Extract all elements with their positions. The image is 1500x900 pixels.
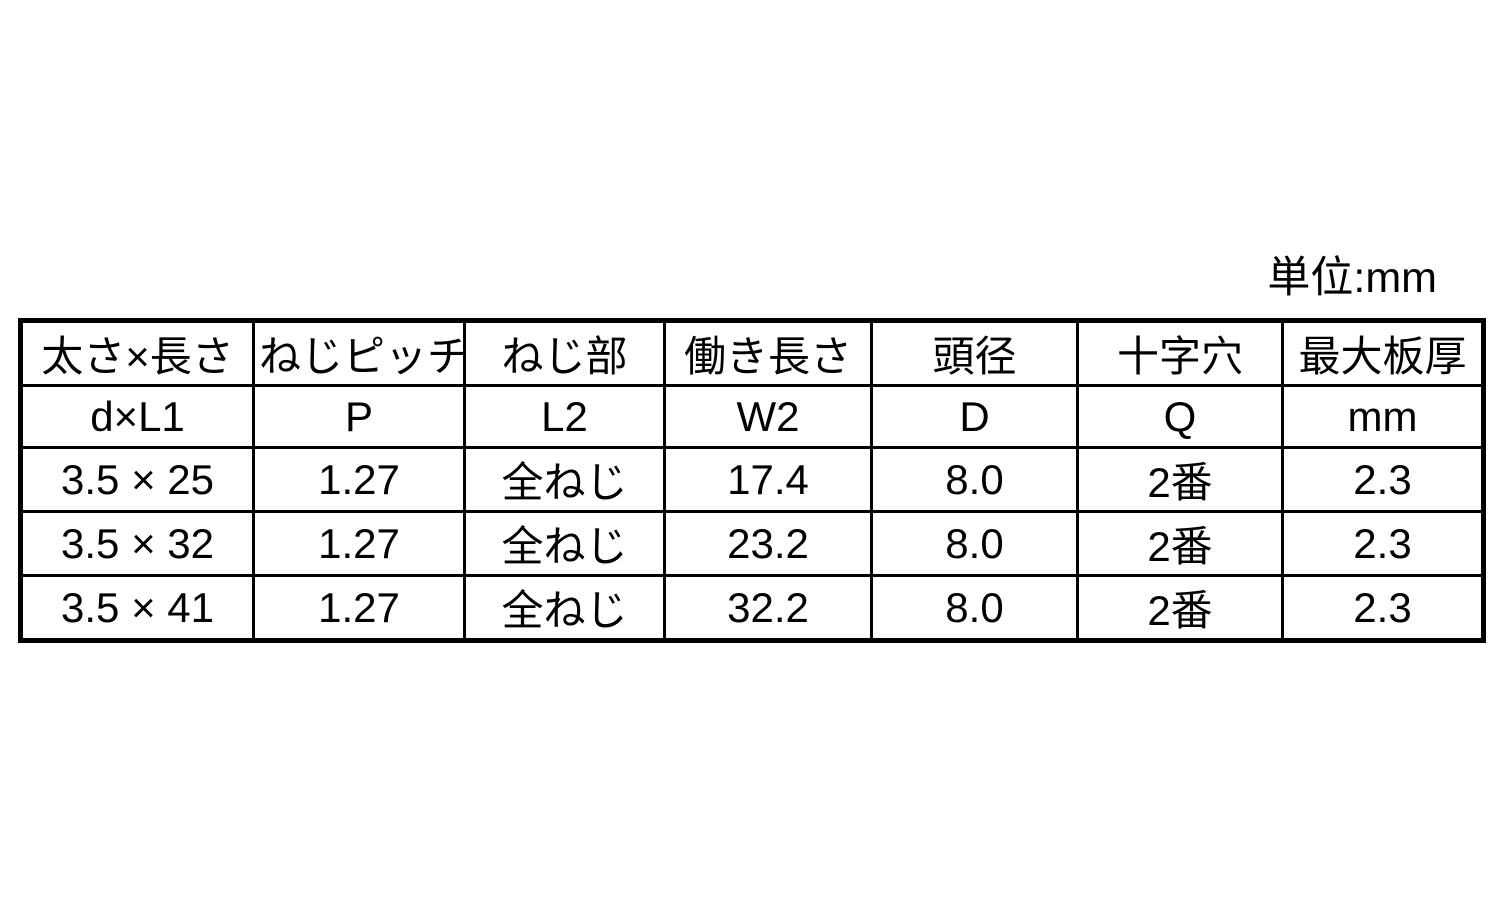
cell-pitch: 1.27: [252, 446, 466, 513]
symbol-w2: W2: [663, 384, 873, 449]
cell-cross-recess: 2番: [1076, 574, 1284, 642]
symbol-l2: L2: [463, 384, 666, 449]
cell-pitch: 1.27: [252, 574, 466, 642]
cell-thread: 全ねじ: [463, 574, 666, 642]
symbol-d: D: [870, 384, 1079, 449]
symbol-q: Q: [1076, 384, 1284, 449]
cell-pitch: 1.27: [252, 510, 466, 577]
unit-note: 単位:mm: [1267, 254, 1437, 302]
col-header-cross-recess: 十字穴: [1076, 319, 1284, 387]
cell-size: 3.5 × 32: [19, 510, 255, 577]
symbol-mm: mm: [1281, 384, 1485, 449]
cell-working-length: 32.2: [663, 574, 873, 642]
table-row: 3.5 × 41 1.27 全ねじ 32.2 8.0 2番 2.3: [19, 574, 1485, 642]
cell-max-plate-thickness: 2.3: [1281, 510, 1485, 577]
cell-cross-recess: 2番: [1076, 510, 1284, 577]
cell-working-length: 23.2: [663, 510, 873, 577]
col-header-size: 太さ×長さ: [19, 319, 255, 387]
symbol-dxl1: d×L1: [19, 384, 255, 449]
cell-thread: 全ねじ: [463, 446, 666, 513]
cell-max-plate-thickness: 2.3: [1281, 574, 1485, 642]
cell-size: 3.5 × 41: [19, 574, 255, 642]
cell-working-length: 17.4: [663, 446, 873, 513]
col-header-working-length: 働き長さ: [663, 319, 873, 387]
symbol-p: P: [252, 384, 466, 449]
cell-thread: 全ねじ: [463, 510, 666, 577]
table-row: 3.5 × 25 1.27 全ねじ 17.4 8.0 2番 2.3: [19, 446, 1485, 513]
col-header-thread: ねじ部: [463, 319, 666, 387]
cell-head-diameter: 8.0: [870, 446, 1079, 513]
col-header-head-diameter: 頭径: [870, 319, 1079, 387]
cell-head-diameter: 8.0: [870, 510, 1079, 577]
col-header-pitch: ねじピッチ: [252, 319, 466, 387]
screw-spec-table: 太さ×長さ ねじピッチ ねじ部 働き長さ 頭径 十字穴 最大板厚 d×L1 P …: [18, 318, 1486, 643]
header-row-names: 太さ×長さ ねじピッチ ねじ部 働き長さ 頭径 十字穴 最大板厚: [19, 319, 1485, 387]
header-row-symbols: d×L1 P L2 W2 D Q mm: [19, 384, 1485, 449]
table-row: 3.5 × 32 1.27 全ねじ 23.2 8.0 2番 2.3: [19, 510, 1485, 577]
cell-cross-recess: 2番: [1076, 446, 1284, 513]
cell-max-plate-thickness: 2.3: [1281, 446, 1485, 513]
cell-head-diameter: 8.0: [870, 574, 1079, 642]
cell-size: 3.5 × 25: [19, 446, 255, 513]
col-header-max-plate-thickness: 最大板厚: [1281, 319, 1485, 387]
